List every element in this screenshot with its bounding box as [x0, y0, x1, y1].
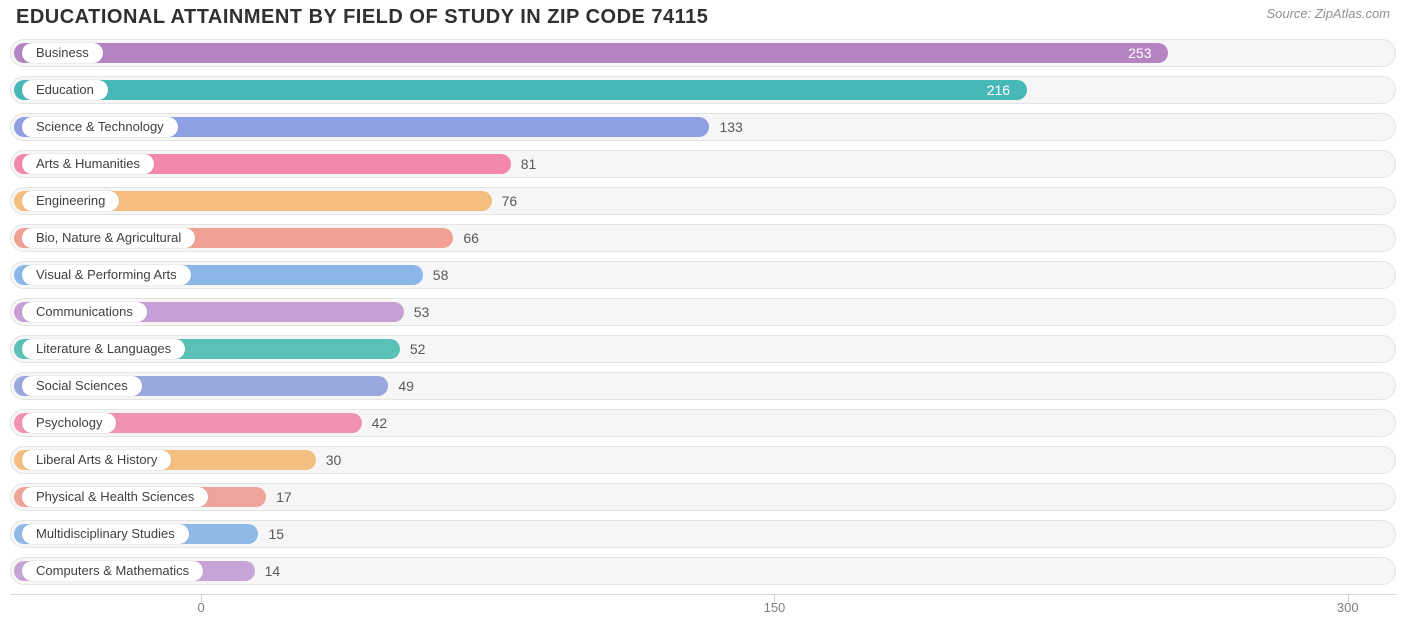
value-label: 66	[463, 224, 479, 252]
value-label: 253	[1128, 39, 1151, 67]
category-pill: Multidisciplinary Studies	[22, 524, 189, 544]
value-label: 76	[502, 187, 518, 215]
category-pill: Physical & Health Sciences	[22, 487, 208, 507]
category-pill: Business	[22, 43, 103, 63]
chart-header: EDUCATIONAL ATTAINMENT BY FIELD OF STUDY…	[10, 6, 1396, 39]
category-pill: Arts & Humanities	[22, 154, 154, 174]
x-tick-label: 300	[1337, 600, 1359, 615]
bar-row: Business 253	[10, 39, 1396, 67]
category-pill: Liberal Arts & History	[22, 450, 171, 470]
value-label: 49	[398, 372, 414, 400]
plot-area: Business 253 Education 216 Science & Technol…	[10, 39, 1396, 585]
bar-row: Physical & Health Sciences 17	[10, 483, 1396, 511]
category-pill: Education	[22, 80, 108, 100]
x-axis: 0 150 300	[10, 594, 1396, 620]
x-tick-label: 150	[764, 600, 786, 615]
bar-fill	[14, 43, 1168, 63]
value-label: 58	[433, 261, 449, 289]
bar-row: Engineering 76	[10, 187, 1396, 215]
bar-row: Literature & Languages 52	[10, 335, 1396, 363]
source-label: Source: ZipAtlas.com	[1266, 6, 1390, 21]
value-label: 15	[268, 520, 284, 548]
bar-fill	[14, 80, 1027, 100]
category-pill: Computers & Mathematics	[22, 561, 203, 581]
category-pill: Psychology	[22, 413, 116, 433]
bar-row: Arts & Humanities 81	[10, 150, 1396, 178]
x-tick-label: 0	[197, 600, 204, 615]
value-label: 81	[521, 150, 537, 178]
x-axis-line	[10, 594, 1396, 595]
value-label: 133	[719, 113, 742, 141]
category-pill: Bio, Nature & Agricultural	[22, 228, 195, 248]
bar-row: Education 216	[10, 76, 1396, 104]
value-label: 52	[410, 335, 426, 363]
category-pill: Literature & Languages	[22, 339, 185, 359]
bar-row: Liberal Arts & History 30	[10, 446, 1396, 474]
category-pill: Communications	[22, 302, 147, 322]
bar-row: Psychology 42	[10, 409, 1396, 437]
bar-row: Bio, Nature & Agricultural 66	[10, 224, 1396, 252]
value-label: 17	[276, 483, 292, 511]
bar-row: Science & Technology 133	[10, 113, 1396, 141]
category-pill: Visual & Performing Arts	[22, 265, 191, 285]
chart-container: EDUCATIONAL ATTAINMENT BY FIELD OF STUDY…	[0, 0, 1406, 630]
category-pill: Social Sciences	[22, 376, 142, 396]
category-pill: Science & Technology	[22, 117, 178, 137]
bar-row: Multidisciplinary Studies 15	[10, 520, 1396, 548]
value-label: 14	[265, 557, 281, 585]
bar-row: Communications 53	[10, 298, 1396, 326]
value-label: 53	[414, 298, 430, 326]
bar-row: Social Sciences 49	[10, 372, 1396, 400]
value-label: 42	[372, 409, 388, 437]
bar-row: Visual & Performing Arts 58	[10, 261, 1396, 289]
category-pill: Engineering	[22, 191, 119, 211]
value-label: 216	[987, 76, 1010, 104]
value-label: 30	[326, 446, 342, 474]
bar-row: Computers & Mathematics 14	[10, 557, 1396, 585]
chart-title: EDUCATIONAL ATTAINMENT BY FIELD OF STUDY…	[16, 6, 708, 29]
